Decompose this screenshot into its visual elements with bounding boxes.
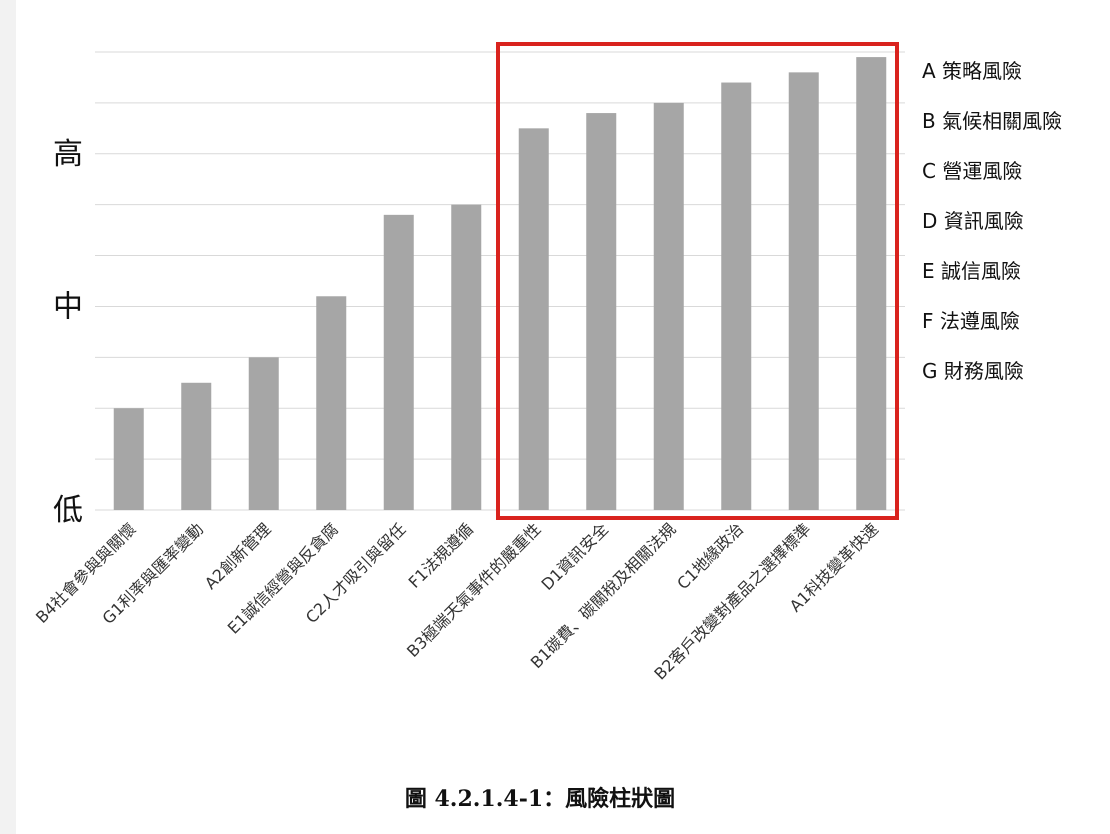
legend-item: C 營運風險 [922, 159, 1022, 183]
legend-item: F 法遵風險 [922, 309, 1020, 333]
legend-item: G 財務風險 [922, 359, 1024, 383]
x-tick-label: F1法規遵循 [405, 519, 477, 591]
x-tick-label: B3極端天氣事件的嚴重性 [403, 519, 545, 661]
bar-5 [383, 214, 414, 510]
y-axis-ticks: 低中高 [53, 137, 83, 528]
x-axis-ticks: B4社會參與與關懷G1利率與匯率變動A2創新管理E1誠信經營與反貪腐C2人才吸引… [32, 519, 882, 683]
legend: A 策略風險 B 氣候相關風險 C 營運風險 D 資訊風險 E 誠信風險 F 法遵風險 G … [922, 59, 1062, 383]
y-tick-label: 高 [53, 137, 83, 172]
legend-item: A 策略風險 [922, 59, 1022, 83]
bar-4 [316, 296, 347, 510]
x-tick-label: E1誠信經營與反貪腐 [224, 519, 342, 637]
bar-9 [653, 102, 684, 510]
bar-11 [788, 72, 819, 510]
x-tick-label: A2創新管理 [201, 519, 275, 593]
bar-12 [856, 57, 887, 510]
x-tick-label: D1資訊安全 [537, 519, 612, 594]
bar-6 [451, 204, 482, 510]
bar-8 [586, 113, 617, 511]
y-tick-label: 低 [53, 493, 83, 528]
x-tick-label: B1碳費、碳關稅及相關法規 [527, 519, 680, 672]
bars-group [113, 57, 887, 511]
y-tick-label: 中 [53, 289, 83, 324]
legend-item: D 資訊風險 [922, 209, 1024, 233]
bar-1 [113, 408, 144, 510]
bar-10 [721, 82, 752, 511]
highlight-box [496, 42, 899, 520]
bar-3 [248, 357, 279, 510]
figure-caption: 圖 4.2.1.4-1：風險柱狀圖 [405, 786, 675, 812]
legend-item: B 氣候相關風險 [922, 109, 1062, 133]
legend-item: E 誠信風險 [922, 259, 1021, 283]
x-tick-label: C1地緣政治 [673, 519, 747, 593]
bar-7 [518, 128, 549, 511]
bar-2 [181, 382, 212, 510]
